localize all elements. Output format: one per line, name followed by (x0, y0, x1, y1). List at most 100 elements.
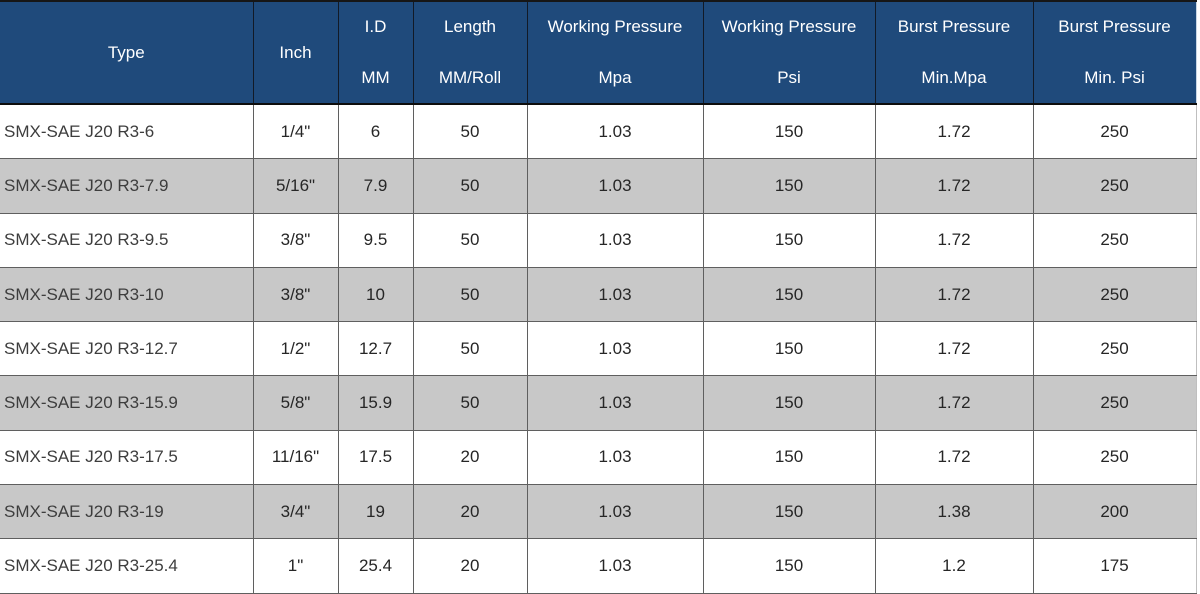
table-row: SMX-SAE J20 R3-19 3/4" 19 20 1.03 150 1.38 200 (0, 484, 1197, 540)
table-cell: 3/4" (252, 484, 339, 540)
table-cell: 50 (412, 266, 528, 323)
table-cell: 25.4 (337, 538, 414, 594)
table-cell: 1.03 (526, 266, 704, 323)
table-cell: 1.38 (874, 484, 1034, 540)
table-cell: 1.03 (526, 375, 704, 431)
table-cell: 1.72 (874, 321, 1034, 377)
column-header-line1: Working Pressure (721, 17, 857, 37)
table-cell: 1.72 (874, 266, 1034, 323)
table-cell: 5/8" (252, 375, 339, 431)
table-cell: 150 (702, 484, 876, 540)
column-header-burst-pressure-mpa: Burst Pressure Min.Mpa (874, 1, 1034, 105)
table-cell: 250 (1032, 103, 1197, 160)
table-row: SMX-SAE J20 R3-7.9 5/16" 7.9 50 1.03 150 1.72 2… (0, 158, 1197, 214)
table-cell: 1.03 (526, 158, 704, 214)
table-cell: 1.72 (874, 429, 1034, 486)
column-header-text: Working Pressure Mpa (528, 2, 703, 103)
table-cell: 150 (702, 321, 876, 377)
table-cell: 250 (1032, 321, 1197, 377)
type-cell: SMX-SAE J20 R3-19 (0, 484, 254, 540)
column-header-line1: Working Pressure (547, 17, 683, 37)
table-cell: 20 (412, 484, 528, 540)
table-header-row: Type Inch I.D MM Length MM/Roll Working Pressu… (0, 1, 1197, 105)
type-cell: SMX-SAE J20 R3-15.9 (0, 375, 254, 431)
column-header-text: Burst Pressure Min. Psi (1034, 2, 1196, 103)
table-cell: 1.03 (526, 484, 704, 540)
column-header-text: Working Pressure Psi (704, 2, 875, 103)
column-header-line2: MM (361, 67, 390, 87)
table-cell: 50 (412, 103, 528, 160)
table-cell: 50 (412, 158, 528, 214)
column-header-line1: Type (107, 42, 145, 62)
table-cell: 20 (412, 429, 528, 486)
column-header-working-pressure-mpa: Working Pressure Mpa (526, 1, 704, 105)
table-cell: 1/2" (252, 321, 339, 377)
table-cell: 19 (337, 484, 414, 540)
column-header-text: Burst Pressure Min.Mpa (876, 2, 1033, 103)
table-cell: 1.03 (526, 429, 704, 486)
table-row: SMX-SAE J20 R3-9.5 3/8" 9.5 50 1.03 150 1.72 25… (0, 212, 1197, 268)
column-header-working-pressure-psi: Working Pressure Psi (702, 1, 876, 105)
table-cell: 250 (1032, 158, 1197, 214)
table-cell: 150 (702, 266, 876, 323)
column-header-text: I.D MM (339, 2, 413, 103)
table-cell: 1.03 (526, 103, 704, 160)
column-header-text: Length MM/Roll (414, 2, 527, 103)
column-header-line1: Burst Pressure (1058, 17, 1171, 37)
column-header-inch: Inch (252, 1, 339, 105)
column-header-text: Type (0, 2, 253, 103)
table-cell: 250 (1032, 375, 1197, 431)
type-cell: SMX-SAE J20 R3-7.9 (0, 158, 254, 214)
type-cell: SMX-SAE J20 R3-9.5 (0, 212, 254, 268)
table-cell: 200 (1032, 484, 1197, 540)
table-cell: 50 (412, 212, 528, 268)
table-row: SMX-SAE J20 R3-12.7 1/2" 12.7 50 1.03 150 1.72… (0, 321, 1197, 377)
table-cell: 1/4" (252, 103, 339, 160)
column-header-type: Type (0, 1, 254, 105)
column-header-length-mm-roll: Length MM/Roll (412, 1, 528, 105)
table-cell: 175 (1032, 538, 1197, 594)
table-cell: 5/16" (252, 158, 339, 214)
column-header-line1: Length (444, 17, 496, 37)
table-cell: 1.2 (874, 538, 1034, 594)
column-header-line2: Min.Mpa (921, 67, 987, 87)
table-cell: 150 (702, 212, 876, 268)
type-cell: SMX-SAE J20 R3-6 (0, 103, 254, 160)
type-cell: SMX-SAE J20 R3-10 (0, 266, 254, 323)
table-cell: 150 (702, 538, 876, 594)
table-cell: 50 (412, 321, 528, 377)
table-cell: 1.72 (874, 212, 1034, 268)
table-cell: 150 (702, 103, 876, 160)
type-cell: SMX-SAE J20 R3-25.4 (0, 538, 254, 594)
table-cell: 1.72 (874, 375, 1034, 431)
table-cell: 1.03 (526, 321, 704, 377)
table-cell: 1" (252, 538, 339, 594)
table-cell: 11/16" (252, 429, 339, 486)
table-cell: 10 (337, 266, 414, 323)
column-header-line1: I.D (364, 17, 387, 37)
column-header-id-mm: I.D MM (337, 1, 414, 105)
table-cell: 15.9 (337, 375, 414, 431)
table-row: SMX-SAE J20 R3-10 3/8" 10 50 1.03 150 1.72 250 (0, 266, 1197, 323)
table-cell: 1.03 (526, 538, 704, 594)
table-cell: 150 (702, 375, 876, 431)
table-cell: 250 (1032, 429, 1197, 486)
table-cell: 17.5 (337, 429, 414, 486)
table-row: SMX-SAE J20 R3-15.9 5/8" 15.9 50 1.03 150 1.72… (0, 375, 1197, 431)
column-header-line2: Mpa (598, 67, 632, 87)
table-cell: 6 (337, 103, 414, 160)
table-cell: 150 (702, 429, 876, 486)
column-header-text: Inch (254, 2, 338, 103)
column-header-line2: Psi (777, 67, 801, 87)
type-cell: SMX-SAE J20 R3-12.7 (0, 321, 254, 377)
table-cell: 50 (412, 375, 528, 431)
column-header-line2: MM/Roll (438, 67, 502, 87)
table-cell: 250 (1032, 212, 1197, 268)
column-header-burst-pressure-psi: Burst Pressure Min. Psi (1032, 1, 1197, 105)
table-cell: 1.72 (874, 158, 1034, 214)
table-cell: 9.5 (337, 212, 414, 268)
table-cell: 12.7 (337, 321, 414, 377)
table-row: SMX-SAE J20 R3-17.5 11/16" 17.5 20 1.03 150 1.… (0, 429, 1197, 486)
